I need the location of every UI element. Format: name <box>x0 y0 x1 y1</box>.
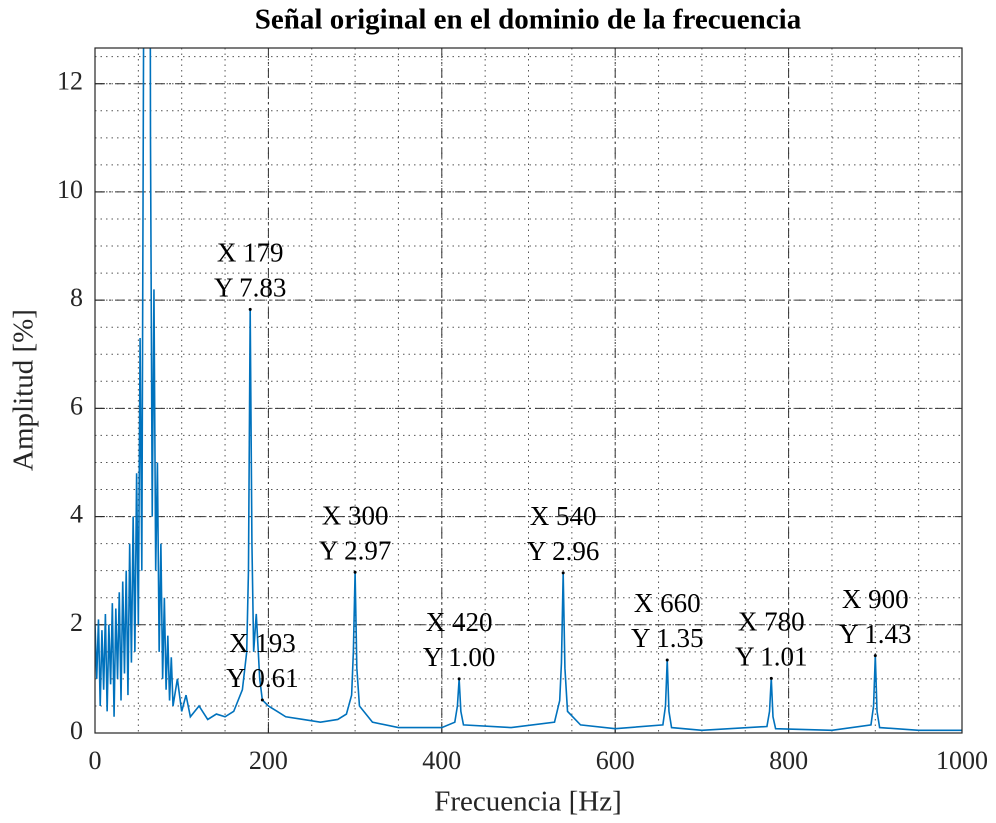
datatip-label: Y 1.43 <box>839 619 912 649</box>
y-tick-label: 4 <box>70 500 83 529</box>
datatip-label: X 420 <box>426 607 493 637</box>
datatip-marker <box>353 570 357 574</box>
x-tick-label: 1000 <box>936 746 988 775</box>
y-axis-label: Amplitud [%] <box>8 309 40 471</box>
datatip-label: Y 7.83 <box>214 273 287 303</box>
y-tick-label: 8 <box>70 283 83 312</box>
datatip-marker <box>873 654 877 658</box>
datatip-label: Y 2.96 <box>527 536 600 566</box>
x-tick-label: 200 <box>249 746 288 775</box>
x-tick-label: 600 <box>596 746 635 775</box>
x-axis-label: Frecuencia [Hz] <box>434 786 622 818</box>
datatip-marker <box>665 658 669 662</box>
y-tick-label: 12 <box>57 67 83 96</box>
datatip-label: Y 0.61 <box>226 663 299 693</box>
datatip-marker <box>769 676 773 680</box>
datatip-label: X 660 <box>634 588 701 618</box>
datatip-label: X 540 <box>530 501 597 531</box>
datatip-marker <box>561 571 565 575</box>
chart-title: Señal original en el dominio de la frecu… <box>255 4 802 36</box>
x-tick-label: 800 <box>769 746 808 775</box>
datatip-label: Y 1.00 <box>423 642 496 672</box>
plot-area <box>95 48 962 732</box>
datatip-label: Y 1.35 <box>631 623 704 653</box>
spectrum-line <box>95 48 962 732</box>
y-tick-label: 10 <box>57 175 83 204</box>
datatip-label: Y 2.97 <box>319 536 392 566</box>
x-tick-label: 400 <box>422 746 461 775</box>
y-tick-label: 0 <box>70 716 83 745</box>
datatip-label: X 300 <box>322 501 389 531</box>
datatip-label: X 193 <box>229 628 296 658</box>
datatip-label: Y 1.01 <box>735 642 808 672</box>
datatip-marker <box>248 307 252 311</box>
y-tick-label: 6 <box>70 391 83 420</box>
datatip-marker <box>457 677 461 681</box>
datatip-label: X 179 <box>217 238 284 268</box>
datatip-label: X 900 <box>842 584 909 614</box>
x-tick-label: 0 <box>89 746 102 775</box>
y-tick-label: 2 <box>70 608 83 637</box>
datatip-label: X 780 <box>738 607 805 637</box>
datatip-marker <box>260 698 264 702</box>
axes-box <box>94 47 963 734</box>
